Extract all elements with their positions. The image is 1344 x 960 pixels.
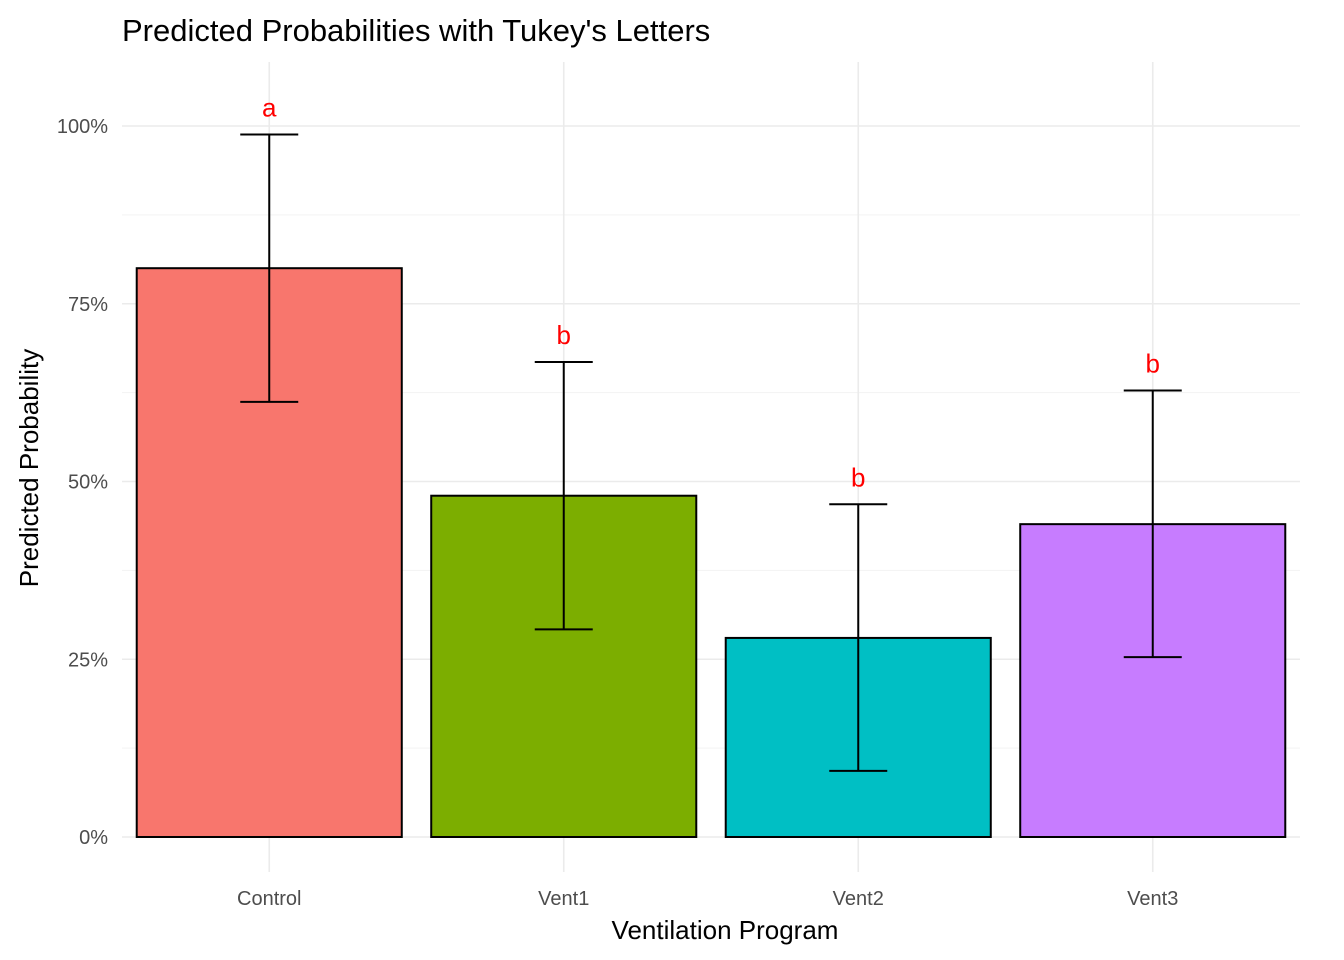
bars [135, 267, 1287, 838]
x-axis-ticks: Control Vent1 Vent2 Vent3 [237, 888, 1178, 910]
tukey-letter-vent1: b [557, 320, 571, 350]
tukey-letters: a b b b [262, 93, 1160, 493]
error-bars [240, 133, 1182, 772]
x-tick-label: Vent2 [833, 888, 884, 910]
error-bar-vent3 [1123, 389, 1182, 659]
error-bar-vent2 [829, 503, 888, 772]
y-tick-label: 100% [57, 116, 108, 138]
x-tick-label: Vent1 [538, 888, 589, 910]
y-tick-label: 50% [68, 472, 108, 494]
y-axis-title: Predicted Probability [14, 349, 44, 587]
y-axis-ticks: 0% 25% 50% 75% 100% [57, 116, 108, 849]
x-axis-title: Ventilation Program [612, 915, 839, 945]
x-tick-label: Control [237, 888, 301, 910]
chart-title: Predicted Probabilities with Tukey's Let… [122, 13, 710, 48]
tukey-letter-vent2: b [851, 462, 865, 492]
tukey-letter-control: a [262, 93, 277, 123]
y-tick-label: 25% [68, 649, 108, 671]
error-bar-control [240, 133, 299, 403]
y-tick-label: 75% [68, 294, 108, 316]
tukey-letter-vent3: b [1146, 348, 1160, 378]
y-tick-label: 0% [79, 827, 108, 849]
x-tick-label: Vent3 [1127, 888, 1178, 910]
error-bar-vent1 [534, 361, 593, 631]
